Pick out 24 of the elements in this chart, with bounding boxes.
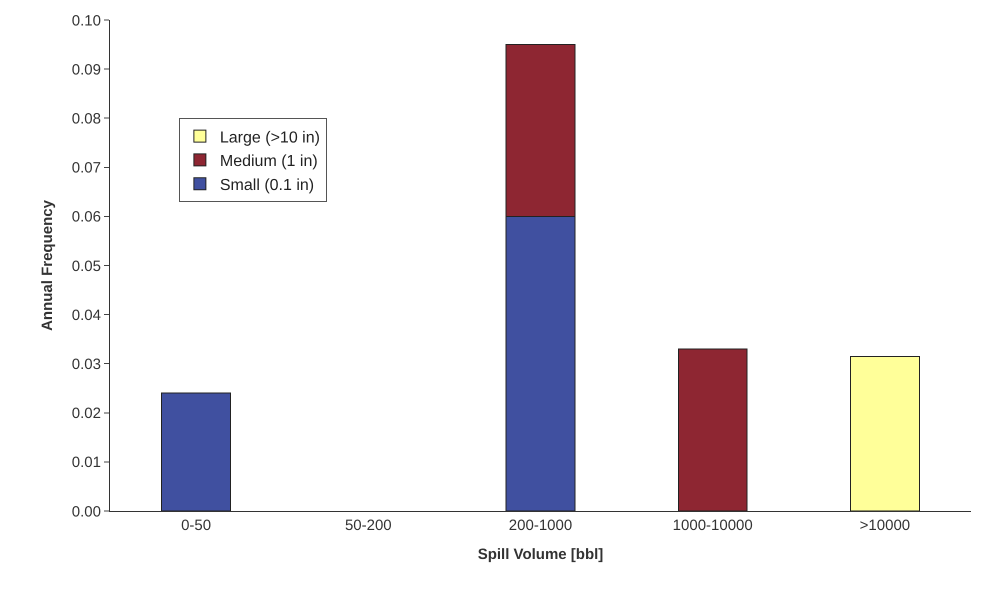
x-tick-label: 0-50: [181, 517, 212, 534]
bar: [850, 356, 920, 511]
y-tick-label: 0.05: [72, 258, 101, 275]
x-tick-label: 200-1000: [508, 517, 572, 534]
y-tick-label: 0.10: [72, 12, 101, 30]
y-tick-label: 0.02: [72, 405, 101, 422]
y-axis-title: Annual Frequency: [39, 199, 56, 331]
y-tick-label: 0.03: [72, 356, 101, 373]
y-tick-label: 0.00: [72, 503, 101, 520]
y-tick-label: 0.08: [72, 110, 101, 128]
legend-label: Medium (1 in): [220, 153, 318, 170]
bar: [678, 348, 748, 511]
x-tick-label: 1000-10000: [672, 517, 753, 534]
y-tick-label: 0.04: [72, 306, 101, 324]
y-tick-label: 0.06: [72, 208, 101, 226]
legend-label: Small (0.1 in): [220, 176, 314, 194]
y-tick-label: 0.09: [72, 61, 101, 78]
y-tick-label: 0.01: [72, 454, 101, 472]
x-axis-title: Spill Volume [bbl]: [478, 546, 604, 563]
x-tick-label: 50-200: [344, 517, 392, 534]
x-tick-label: >10000: [860, 517, 910, 534]
bar: [161, 392, 232, 511]
legend-label: Large (>10 in): [220, 129, 320, 146]
y-tick-label: 0.07: [72, 160, 101, 177]
